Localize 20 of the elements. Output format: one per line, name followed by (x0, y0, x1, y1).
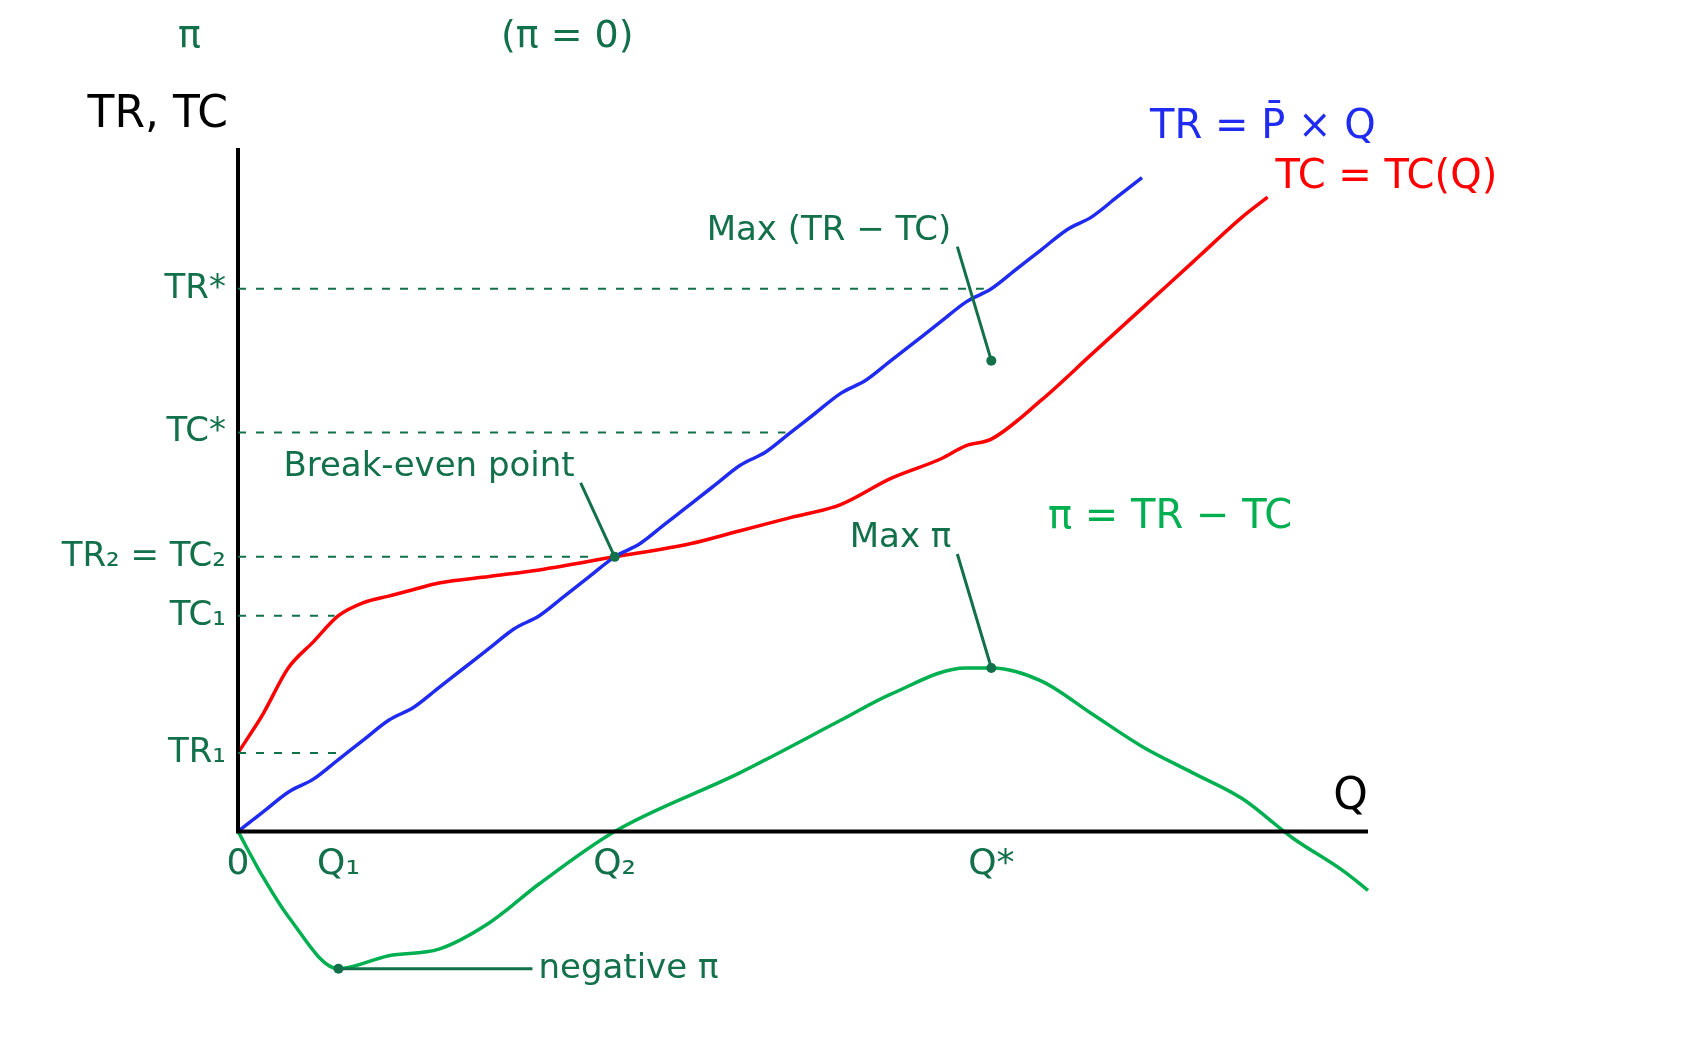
text: π = TR − TC (1048, 490, 1293, 537)
x-tick-label: Q₂ (593, 841, 637, 883)
annotation: Max π (849, 514, 952, 555)
annotation: Max (TR − TC) (706, 207, 952, 248)
text: π (178, 11, 201, 56)
x-tick-label: 0 (226, 841, 250, 883)
x-tick-label: Q* (968, 841, 1015, 883)
annotation: Break-even point (283, 443, 575, 484)
x-tick-label: Q₁ (317, 841, 360, 883)
y-axis-title: TR, TC (86, 86, 228, 138)
ref-line-label: TC* (165, 409, 226, 450)
ref-line-label: TR* (163, 265, 226, 306)
ref-line-label: TC₁ (168, 592, 226, 633)
x-axis-title: Q (1333, 767, 1368, 819)
ref-line-label: TR₂ = TC₂ (60, 533, 226, 574)
series-label: TC = TC(Q) (1274, 150, 1498, 197)
ref-line-label: TR₁ (166, 729, 226, 770)
annotation: negative π (538, 945, 719, 986)
text: (π = 0) (500, 11, 634, 56)
series-label: TR = P̄ × Q (1149, 99, 1376, 148)
